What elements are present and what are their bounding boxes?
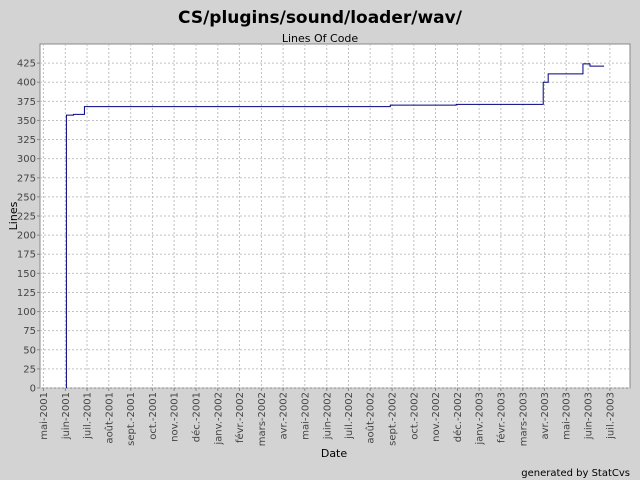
x-tick-label: déc.-2001: [191, 392, 203, 442]
x-tick-label: juin-2003: [584, 392, 595, 440]
y-tick-label: 0: [30, 384, 36, 395]
y-tick-label: 50: [23, 345, 36, 356]
y-tick-label: 275: [17, 173, 36, 184]
x-tick-label: nov.-2002: [431, 392, 442, 442]
plot-area: [39, 43, 631, 389]
x-tick-label: mars-2002: [257, 392, 268, 446]
y-tick-label: 25: [23, 364, 36, 375]
x-tick-label: avr.-2003: [540, 392, 551, 439]
y-tick-label: 350: [17, 116, 36, 127]
x-axis-label: Date: [321, 447, 348, 460]
x-tick-label: févr.-2002: [234, 392, 246, 443]
x-tick-label: déc.-2002: [452, 392, 464, 442]
x-tick-label: juil.-2003: [605, 392, 616, 440]
x-tick-label: sept.-2001: [126, 392, 137, 446]
y-tick-label: 400: [17, 78, 36, 89]
y-tick-label: 225: [17, 212, 36, 223]
y-tick-label: 425: [17, 59, 36, 70]
x-tick-label: févr.-2003: [495, 392, 507, 443]
y-tick-label: 125: [17, 288, 36, 299]
y-tick-label: 300: [17, 154, 36, 165]
x-tick-label: juil.-2002: [344, 392, 355, 440]
y-axis-label: Lines: [7, 201, 20, 230]
y-tick-label: 250: [17, 192, 36, 203]
y-tick-label: 100: [17, 307, 36, 318]
x-tick-label: sept.-2002: [388, 392, 399, 446]
x-tick-label: avr.-2002: [279, 392, 290, 439]
x-tick-label: nov.-2001: [170, 392, 181, 442]
y-tick-label: 325: [17, 135, 36, 146]
x-tick-label: août-2001: [103, 392, 115, 444]
y-tick-label: 175: [17, 250, 36, 261]
x-tick-label: mai-2003: [562, 392, 573, 440]
x-tick-label: juin-2002: [322, 392, 333, 440]
x-tick-label: janv.-2003: [475, 392, 486, 446]
x-tick-label: mai-2001: [39, 392, 50, 440]
chart-subtitle: Lines Of Code: [282, 32, 359, 45]
x-tick-label: juin-2001: [61, 392, 72, 440]
line-series: [65, 63, 605, 388]
x-tick-label: mai-2002: [300, 392, 311, 440]
x-tick-label: juil.-2001: [83, 392, 94, 440]
x-tick-label: janv.-2002: [213, 392, 224, 446]
x-tick-label: mars-2003: [518, 392, 529, 446]
x-tick-label: août-2002: [365, 392, 377, 444]
footer: generated by StatCvs: [521, 468, 630, 479]
y-tick-label: 375: [17, 97, 36, 108]
x-tick-label: oct.-2002: [409, 392, 420, 440]
x-tick-label: oct.-2001: [148, 392, 159, 440]
y-tick-label: 150: [17, 269, 36, 280]
y-tick-label: 75: [23, 326, 36, 337]
chart-title: CS/plugins/sound/loader/wav/: [178, 8, 463, 28]
y-tick-label: 200: [17, 231, 36, 242]
